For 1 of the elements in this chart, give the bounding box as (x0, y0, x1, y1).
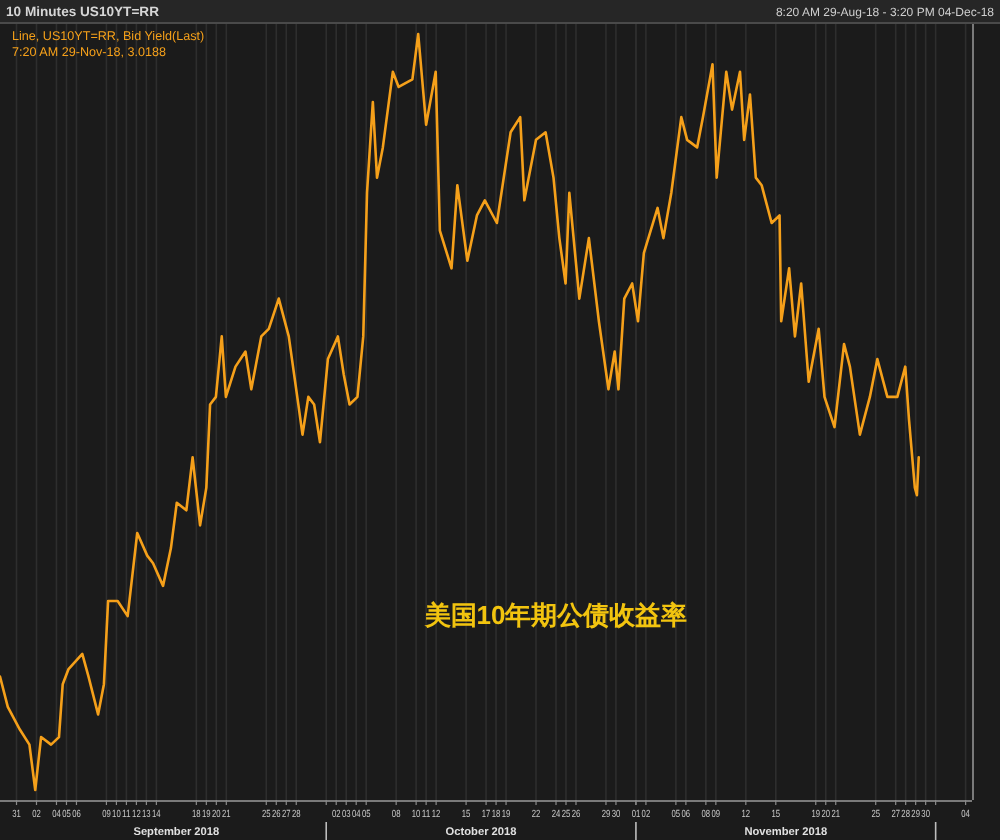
annotation: 美国10年期公债收益率 (422, 600, 688, 630)
